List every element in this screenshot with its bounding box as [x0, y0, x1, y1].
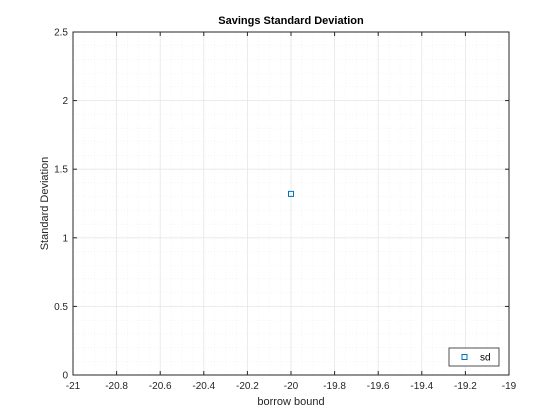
y-tick-label: 0 [62, 371, 68, 382]
x-tick-label: -20.4 [192, 381, 215, 392]
y-tick-label: 1.5 [54, 165, 68, 176]
x-axis-label: borrow bound [257, 396, 324, 408]
y-tick-label: 2.5 [54, 28, 68, 39]
legend: sd [449, 348, 499, 366]
x-tick-labels: -21 -20.8 -20.6 -20.4 -20.2 -20 -19.8 -19.6 -19.… [66, 381, 517, 392]
x-tick-label: -19.6 [367, 381, 390, 392]
x-tick-label: -19.8 [323, 381, 346, 392]
legend-box [449, 348, 499, 366]
x-tick-label: -20.8 [105, 381, 128, 392]
x-tick-label: -19 [502, 381, 517, 392]
y-axis-label: Standard Deviation [39, 157, 51, 251]
y-tick-label: 0.5 [54, 302, 68, 313]
x-tick-label: -20 [284, 381, 299, 392]
x-tick-label: -19.4 [410, 381, 433, 392]
x-tick-label: -21 [66, 381, 81, 392]
y-tick-label: 2 [62, 96, 68, 107]
chart-title: Savings Standard Deviation [218, 15, 364, 27]
x-tick-label: -20.2 [236, 381, 259, 392]
y-tick-label: 1 [62, 233, 68, 244]
x-tick-label: -20.6 [149, 381, 172, 392]
y-tick-labels: 0 0.5 1 1.5 2 2.5 [54, 28, 68, 382]
legend-entry-sd: sd [480, 353, 491, 364]
x-tick-label: -19.2 [454, 381, 477, 392]
